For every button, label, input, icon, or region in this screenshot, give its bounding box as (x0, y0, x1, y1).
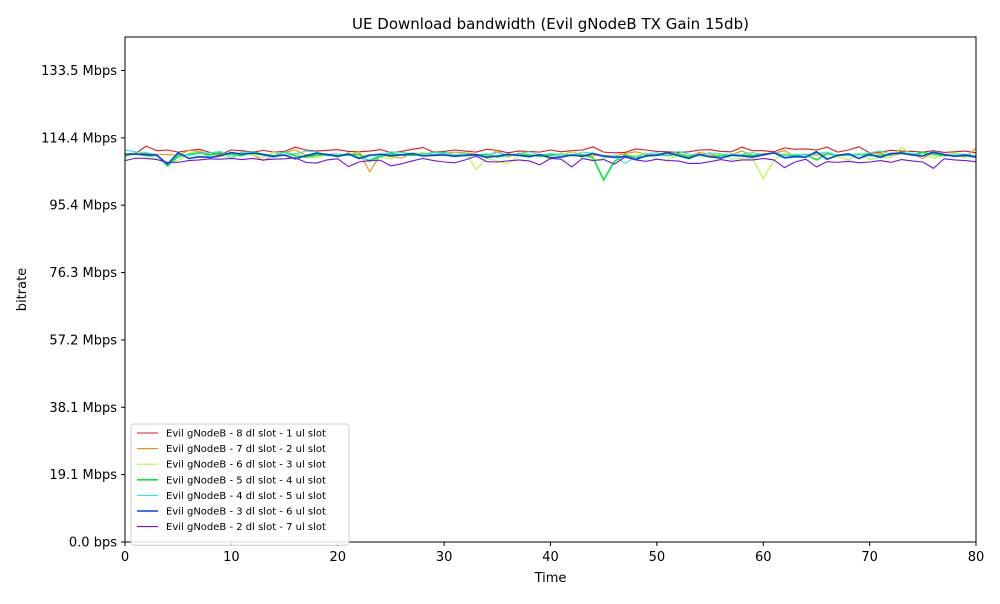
x-tick-label: 0 (121, 550, 129, 565)
x-tick-label: 50 (649, 550, 666, 565)
series-line-1 (125, 145, 976, 155)
y-tick-label: 0.0 bps (69, 536, 117, 551)
series-line-4 (125, 150, 976, 181)
y-tick-label: 133.5 Mbps (41, 64, 117, 79)
x-tick-label: 10 (223, 550, 240, 565)
y-tick-label: 95.4 Mbps (49, 199, 117, 214)
series-line-5 (125, 149, 976, 166)
y-tick-label: 57.2 Mbps (49, 333, 117, 348)
plot-area (125, 145, 976, 181)
legend: Evil gNodeB - 8 dl slot - 1 ul slot Evil … (130, 423, 350, 546)
legend-label: Evil gNodeB - 6 dl slot - 3 ul slot (166, 460, 326, 471)
legend-label: Evil gNodeB - 4 dl slot - 5 ul slot (166, 491, 326, 502)
series-line-7 (125, 155, 976, 169)
x-tick-label: 40 (542, 550, 559, 565)
chart-title: UE Download bandwidth (Evil gNodeB TX Ga… (352, 15, 749, 33)
x-tick-label: 80 (968, 550, 985, 565)
legend-label: Evil gNodeB - 8 dl slot - 1 ul slot (166, 429, 326, 440)
y-tick-label: 38.1 Mbps (49, 401, 117, 416)
x-tick-label: 60 (755, 550, 772, 565)
x-tick-label: 20 (329, 550, 346, 565)
y-tick-label: 114.4 Mbps (41, 131, 117, 146)
legend-box (130, 423, 350, 546)
y-axis: 0.0 bps 19.1 Mbps 38.1 Mbps 57.2 Mbps 76.3 M… (41, 64, 125, 551)
y-tick-label: 76.3 Mbps (49, 266, 117, 281)
x-tick-label: 30 (436, 550, 453, 565)
x-axis-title: Time (534, 571, 567, 586)
y-axis-title: bitrate (15, 268, 30, 311)
series-line-6 (125, 150, 976, 165)
legend-label: Evil gNodeB - 3 dl slot - 6 ul slot (166, 507, 326, 518)
x-axis: 0 10 20 30 40 50 60 70 80 (121, 542, 984, 565)
legend-label: Evil gNodeB - 7 dl slot - 2 ul slot (166, 444, 326, 455)
y-tick-label: 19.1 Mbps (49, 468, 117, 483)
legend-label: Evil gNodeB - 2 dl slot - 7 ul slot (166, 522, 326, 533)
legend-label: Evil gNodeB - 5 dl slot - 4 ul slot (166, 475, 326, 486)
x-tick-label: 70 (861, 550, 878, 565)
